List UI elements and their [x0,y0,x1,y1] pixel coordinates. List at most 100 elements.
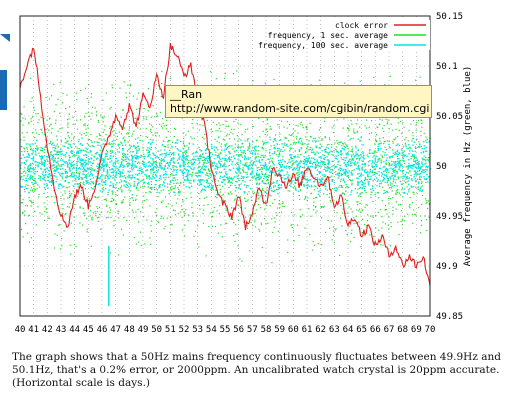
freq-100s-point [174,191,176,194]
freq-100s-point [90,164,92,167]
freq-100s-point [388,156,391,158]
freq-1s-point [304,158,306,161]
freq-100s-point [123,180,125,182]
freq-100s-point [210,174,212,176]
freq-1s-point [306,128,308,131]
freq-100s-point [51,154,54,157]
freq-100s-point [186,169,189,171]
freq-1s-point [297,169,299,171]
freq-1s-point [381,199,383,202]
freq-100s-point [381,175,383,177]
freq-100s-point [20,145,23,148]
freq-100s-point [61,176,63,178]
freq-1s-point [325,164,327,166]
freq-1s-point [141,179,143,181]
freq-100s-point [152,166,155,168]
freq-1s-point [20,228,23,231]
freq-1s-point [350,232,352,235]
freq-100s-point [262,148,265,150]
freq-100s-point [291,160,293,162]
x-tick-label: 57 [247,325,258,335]
freq-100s-point [31,143,33,145]
freq-100s-point [142,140,144,142]
freq-1s-point [309,233,311,236]
freq-1s-point [61,173,63,175]
freq-100s-point [223,176,225,178]
freq-100s-point [357,183,359,185]
freq-100s-point [183,155,185,157]
freq-1s-point [400,176,402,178]
freq-1s-point [191,171,194,173]
freq-1s-point [85,134,87,137]
freq-100s-point [42,162,44,165]
freq-1s-point [202,188,204,190]
freq-100s-point [326,169,329,172]
freq-1s-point [68,196,70,199]
freq-1s-point [299,189,301,191]
freq-100s-point [316,140,318,142]
freq-1s-point [283,205,285,207]
freq-1s-point [220,143,223,145]
freq-100s-point [225,174,228,176]
freq-100s-point [107,176,109,178]
freq-100s-point [317,165,320,167]
freq-1s-point [394,139,396,141]
freq-100s-point [233,176,236,178]
freq-100s-point [247,167,249,169]
freq-100s-point [247,158,249,160]
freq-1s-point [269,175,271,177]
freq-1s-point [278,154,280,156]
freq-100s-point [167,162,169,165]
freq-1s-point [418,207,420,209]
freq-1s-point [394,169,397,171]
freq-1s-point [368,132,371,135]
freq-1s-point [427,157,429,159]
freq-100s-point [237,168,240,170]
freq-100s-point [273,164,275,166]
freq-1s-point [405,176,407,178]
freq-100s-point [205,149,207,151]
freq-100s-point [393,164,396,167]
freq-1s-point [250,196,252,198]
freq-100s-point [347,174,350,177]
freq-1s-point [82,212,85,214]
freq-100s-point [172,165,174,167]
freq-1s-point [387,224,389,226]
freq-100s-point [134,138,137,140]
freq-100s-point [306,181,308,184]
freq-100s-point [260,154,262,157]
freq-100s-point [408,177,411,179]
freq-1s-point [149,237,151,239]
freq-100s-point [45,170,47,173]
freq-100s-point [192,163,194,166]
freq-1s-point [272,202,274,204]
freq-100s-point [73,174,75,177]
freq-1s-point [382,137,385,139]
freq-100s-point [167,153,169,156]
freq-100s-point [179,165,181,168]
freq-100s-point [121,158,123,160]
freq-100s-point [82,163,84,165]
freq-100s-point [50,174,52,177]
freq-100s-point [372,166,375,168]
freq-1s-point [59,112,61,115]
freq-100s-point [177,149,180,151]
freq-1s-point [417,120,420,122]
freq-100s-point [77,167,80,170]
freq-1s-point [87,111,89,113]
freq-1s-point [411,140,413,142]
freq-1s-point [384,84,386,86]
freq-100s-point [362,174,364,176]
freq-1s-point [159,192,161,194]
freq-1s-point [23,188,26,191]
freq-100s-point [110,175,112,177]
freq-1s-point [98,206,101,208]
freq-1s-point [237,145,239,147]
freq-1s-point [43,117,45,120]
freq-100s-point [386,191,389,193]
freq-100s-point [287,145,289,147]
freq-1s-point [112,193,114,195]
freq-1s-point [23,147,25,149]
freq-100s-point [40,158,42,160]
freq-1s-point [30,189,32,191]
